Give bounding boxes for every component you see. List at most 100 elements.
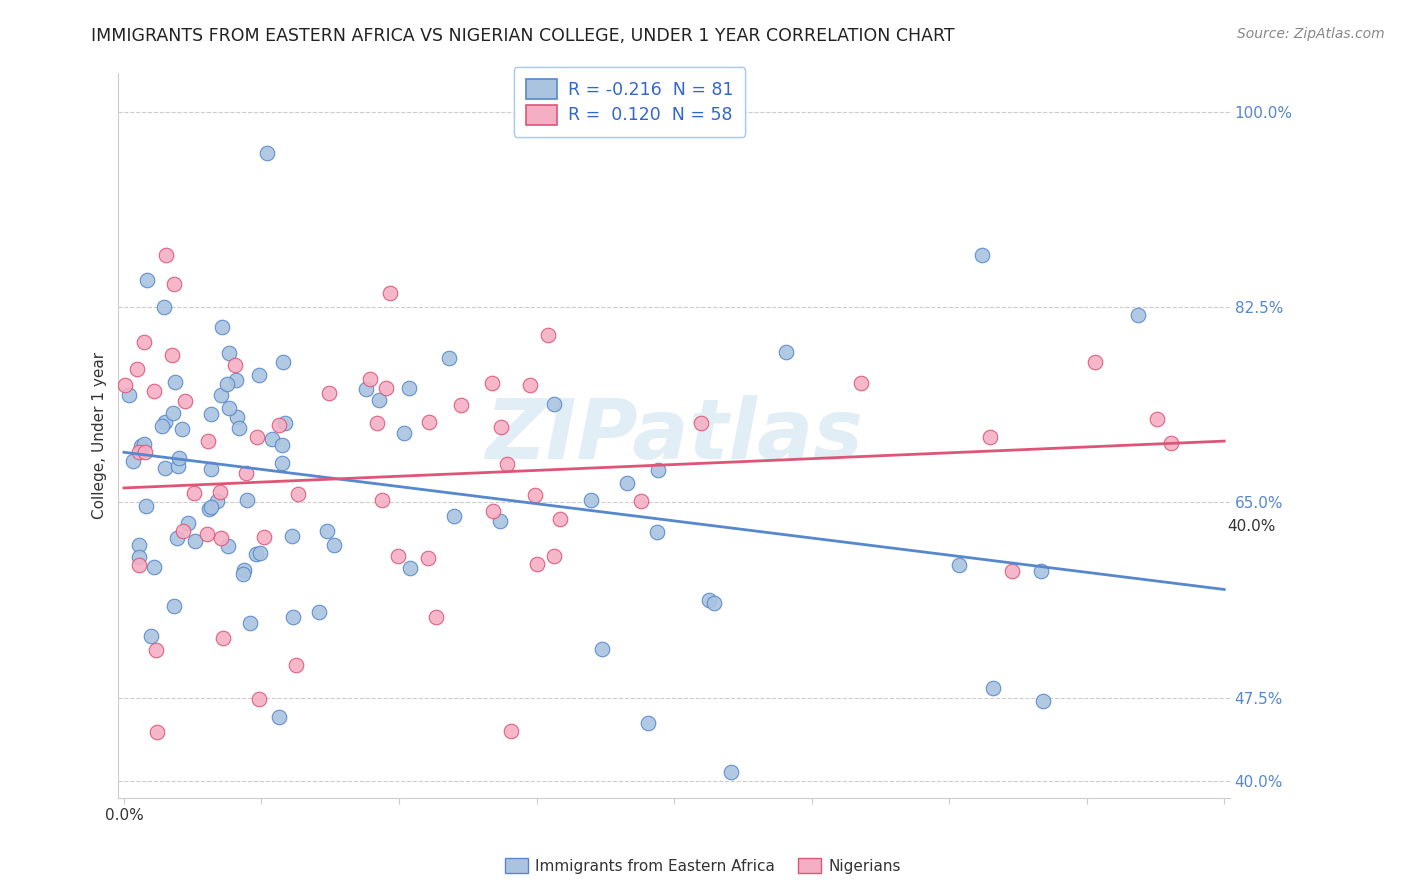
Point [368,392,391,407]
Point [273,354,295,368]
Point [851,376,873,391]
Point [425,610,447,624]
Point [703,596,725,610]
Legend: R = -0.216  N = 81, R =  0.120  N = 58: R = -0.216 N = 81, R = 0.120 N = 58 [513,67,745,136]
Point [114,378,136,392]
Point [145,642,167,657]
Point [128,550,150,565]
Point [197,434,219,449]
Point [232,563,254,577]
Point [128,558,150,572]
Point [260,432,283,446]
Point [543,549,565,563]
Point [153,415,176,429]
Point [172,524,194,539]
Point [205,494,228,508]
Point [283,610,305,624]
Point [128,538,150,552]
Point [501,724,523,739]
Point [162,406,184,420]
Point [948,558,970,573]
Point [1146,411,1168,425]
Point [134,437,156,451]
Text: Source: ZipAtlas.com: Source: ZipAtlas.com [1237,27,1385,41]
Point [418,416,440,430]
Point [195,526,218,541]
Point [253,530,276,544]
Point [122,454,145,468]
Point [271,456,294,470]
Point [118,388,141,402]
Point [167,451,190,466]
Point [1001,564,1024,578]
Point [143,384,166,398]
Point [443,508,465,523]
Point [437,351,460,365]
Point [284,657,307,672]
Point [132,334,155,349]
Point [270,438,292,452]
Point [374,381,396,395]
Point [366,416,388,430]
Point [387,549,409,564]
Point [134,444,156,458]
Point [136,273,159,287]
Point [200,500,222,514]
Point [128,445,150,459]
Point [256,146,278,161]
Point [239,616,262,631]
Point [224,359,246,373]
Y-axis label: College, Under 1 year: College, Under 1 year [93,352,107,519]
Point [398,381,420,395]
Point [184,533,207,548]
Point [1128,308,1150,322]
Point [489,420,512,434]
Point [131,439,153,453]
Point [523,488,546,502]
Point [287,487,309,501]
Point [166,531,188,545]
Point [212,632,235,646]
Point [416,551,439,566]
Point [225,409,247,424]
Point [281,529,304,543]
Point [125,362,148,376]
Point [1029,564,1052,578]
Point [496,457,519,471]
Point [591,642,613,657]
Point [228,421,250,435]
Point [489,514,512,528]
Point [981,681,1004,695]
Point [371,492,394,507]
Text: 40.0%: 40.0% [1227,519,1275,534]
Point [579,492,602,507]
Point [526,557,548,571]
Point [167,459,190,474]
Point [217,539,239,553]
Point [536,328,558,343]
Point [225,373,247,387]
Point [543,397,565,411]
Text: IMMIGRANTS FROM EASTERN AFRICA VS NIGERIAN COLLEGE, UNDER 1 YEAR CORRELATION CHA: IMMIGRANTS FROM EASTERN AFRICA VS NIGERI… [91,27,955,45]
Point [218,346,240,360]
Point [720,765,742,780]
Point [236,493,259,508]
Point [146,725,169,739]
Point [165,375,187,389]
Point [153,461,176,475]
Point [274,417,297,431]
Point [155,248,177,262]
Point [316,524,339,538]
Point [481,376,503,390]
Point [1032,694,1054,708]
Point [399,561,422,575]
Point [246,430,269,444]
Point [209,485,232,500]
Point [200,461,222,475]
Point [247,692,270,706]
Point [647,463,669,477]
Point [152,300,174,314]
Point [637,716,659,731]
Point [249,368,271,383]
Legend: Immigrants from Eastern Africa, Nigerians: Immigrants from Eastern Africa, Nigerian… [499,852,907,880]
